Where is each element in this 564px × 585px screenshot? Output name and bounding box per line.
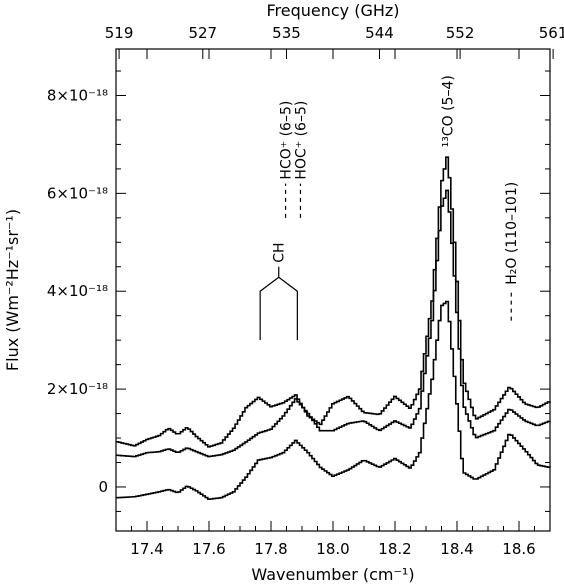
x2-tick-label: 544	[365, 24, 394, 42]
y-tick-label: 2×10⁻¹⁸	[47, 380, 108, 398]
x-tick-label: 17.8	[254, 540, 287, 558]
x2-tick-label: 535	[272, 24, 301, 42]
y-tick-label: 4×10⁻¹⁸	[47, 282, 108, 300]
annotations-group: HCO⁺ (6–5)HOC⁺ (6–5) ¹³CO (5–4) H₂O (110–1…	[259, 75, 520, 341]
x-tick-label: 17.6	[192, 540, 225, 558]
ch-bracket	[259, 266, 298, 341]
y-tick-label: 8×10⁻¹⁸	[47, 86, 108, 104]
x-tick-label: 18.2	[378, 540, 411, 558]
x2-tick-label: 552	[446, 24, 475, 42]
line-label: ¹³CO (5–4)	[441, 75, 457, 147]
y-tick-label: 0	[98, 478, 108, 496]
x-tick-label: 18.4	[440, 540, 473, 558]
line-label: HOC⁺ (6–5)	[293, 101, 309, 180]
x2-axis-title: Frequency (GHz)	[266, 1, 399, 20]
y-axis-title: Flux (Wm⁻²Hz⁻¹sr⁻¹)	[3, 209, 22, 371]
x2-tick-label: 561	[539, 24, 564, 42]
line-label: CH	[272, 242, 288, 262]
spectrum-line-2	[116, 189, 551, 458]
x-tick-label: 18.6	[502, 540, 535, 558]
y-tick-label: 6×10⁻¹⁸	[47, 184, 108, 202]
line-label: H₂O (110–101)	[504, 182, 520, 285]
x-tick-label: 18.0	[316, 540, 349, 558]
x-axis-title: Wavenumber (cm⁻¹)	[251, 565, 414, 584]
x-tick-label: 17.4	[130, 540, 163, 558]
spectra-group	[116, 156, 551, 500]
axis-ticks: 17.4 17.6 17.8 18.0 18.2 18.4 18.6 519 527 535 544…	[47, 24, 564, 558]
x2-tick-label: 519	[105, 24, 134, 42]
x2-tick-label: 527	[188, 24, 217, 42]
spectrum-line-1	[116, 156, 551, 448]
line-label: HCO⁺ (6–5)	[279, 101, 295, 180]
plot-frame	[115, 48, 551, 532]
spectrum-line-3	[116, 300, 551, 500]
